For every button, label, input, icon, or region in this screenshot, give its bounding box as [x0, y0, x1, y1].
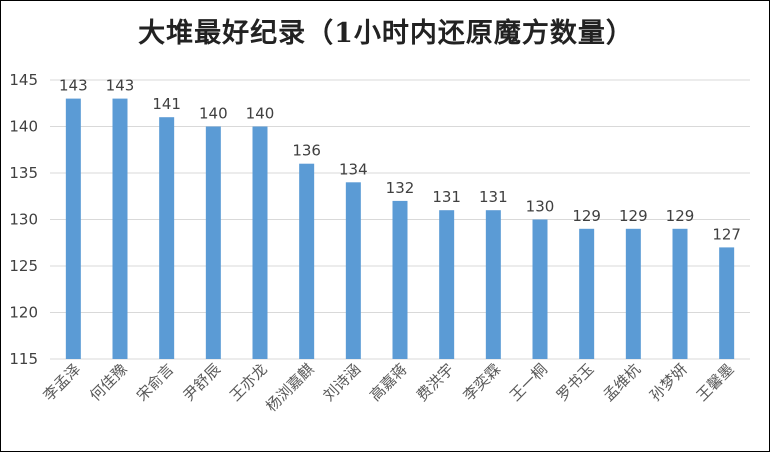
- bar: [719, 247, 735, 359]
- category-label: 杨浏嘉麒: [262, 360, 317, 415]
- y-tick-label: 125: [9, 257, 38, 275]
- category-label: 尹舒辰: [180, 360, 225, 405]
- category-label: 何佳豫: [86, 360, 131, 405]
- data-label: 130: [526, 198, 555, 216]
- bar: [485, 210, 501, 359]
- category-label: 孙梦妍: [646, 360, 691, 405]
- bar: [205, 126, 221, 359]
- category-label: 高嘉蒋: [366, 360, 411, 405]
- bar: [532, 219, 548, 359]
- data-label: 143: [106, 77, 135, 95]
- data-labels: 143 143 141 140 140 136 134 132 131 131 130 129 129 1…: [59, 77, 741, 244]
- data-label: 140: [246, 105, 275, 123]
- category-label: 王馨墨: [693, 360, 738, 405]
- bar: [159, 117, 175, 359]
- bar: [392, 200, 408, 359]
- category-label: 宋俞言: [133, 360, 178, 405]
- category-label: 李孟泽: [40, 360, 85, 405]
- bar: [579, 228, 595, 359]
- data-label: 129: [619, 207, 648, 225]
- y-tick-label: 140: [9, 118, 38, 136]
- data-label: 136: [292, 142, 321, 160]
- category-label: 罗书玉: [553, 360, 598, 405]
- data-label: 141: [152, 95, 181, 113]
- category-label: 王一桐: [506, 360, 551, 405]
- bar: [299, 163, 315, 359]
- bar: [252, 126, 268, 359]
- y-tick-label: 135: [9, 164, 38, 182]
- data-label: 143: [59, 77, 88, 95]
- bar: [65, 98, 81, 359]
- bar: [625, 228, 641, 359]
- bar: [439, 210, 455, 359]
- data-label: 127: [712, 225, 741, 243]
- chart-title: 大堆最好纪录（1小时内还原魔方数量）: [138, 18, 634, 49]
- bar: [112, 98, 128, 359]
- data-label: 129: [666, 207, 695, 225]
- y-axis-ticks: 115 120 125 130 135 140 145: [9, 71, 38, 368]
- y-tick-label: 120: [9, 304, 38, 322]
- bars: [65, 98, 735, 359]
- y-tick-label: 145: [9, 71, 38, 89]
- category-label: 费洪宇: [413, 360, 458, 405]
- category-label: 刘诗涵: [320, 360, 365, 405]
- data-label: 131: [432, 188, 461, 206]
- data-label: 131: [479, 188, 508, 206]
- category-label: 李奕霖: [460, 360, 505, 405]
- bar: [345, 182, 361, 359]
- data-label: 132: [386, 179, 415, 197]
- category-label: 孟维杭: [600, 360, 645, 405]
- bar: [672, 228, 688, 359]
- y-tick-label: 115: [9, 350, 38, 368]
- y-tick-label: 130: [9, 211, 38, 229]
- data-label: 134: [339, 160, 368, 178]
- data-label: 129: [572, 207, 601, 225]
- data-label: 140: [199, 105, 228, 123]
- category-label: 王亦龙: [226, 360, 271, 405]
